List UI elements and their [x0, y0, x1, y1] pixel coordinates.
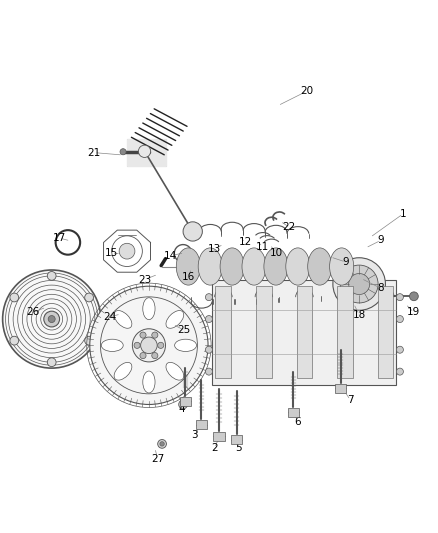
Ellipse shape [242, 248, 266, 285]
Ellipse shape [175, 339, 197, 351]
Ellipse shape [176, 248, 200, 285]
Bar [378, 286, 393, 378]
Text: 6: 6 [294, 417, 301, 427]
Circle shape [396, 294, 403, 301]
Circle shape [10, 293, 19, 302]
Ellipse shape [101, 339, 123, 351]
Text: 12: 12 [239, 237, 252, 247]
Text: 3: 3 [191, 430, 198, 440]
Ellipse shape [166, 311, 184, 328]
Circle shape [134, 342, 140, 349]
Bar [180, 397, 191, 406]
Text: 18: 18 [353, 310, 366, 320]
Text: 1: 1 [399, 209, 406, 219]
Circle shape [152, 332, 158, 338]
Circle shape [47, 271, 56, 280]
Circle shape [205, 294, 212, 301]
Circle shape [349, 273, 370, 295]
Circle shape [396, 368, 403, 375]
Ellipse shape [286, 248, 310, 285]
Ellipse shape [114, 311, 132, 328]
Text: 20: 20 [300, 86, 313, 96]
Circle shape [3, 270, 101, 368]
Ellipse shape [114, 362, 132, 380]
Circle shape [120, 149, 126, 155]
Circle shape [205, 368, 212, 375]
Text: 16: 16 [182, 272, 195, 282]
Ellipse shape [307, 248, 332, 285]
Circle shape [138, 145, 151, 157]
Text: 27: 27 [151, 454, 164, 464]
Circle shape [158, 342, 164, 349]
Text: 2: 2 [211, 443, 218, 453]
Circle shape [205, 346, 212, 353]
Circle shape [160, 442, 164, 446]
Circle shape [396, 316, 403, 322]
Text: 5: 5 [235, 443, 242, 453]
Circle shape [333, 258, 385, 310]
Circle shape [85, 293, 93, 302]
Text: 10: 10 [269, 248, 283, 259]
Circle shape [141, 337, 157, 353]
Text: 9: 9 [378, 235, 385, 245]
Circle shape [183, 222, 202, 241]
FancyBboxPatch shape [212, 280, 396, 385]
Bar [215, 286, 231, 378]
Text: 9: 9 [343, 257, 350, 267]
Ellipse shape [198, 248, 222, 285]
Circle shape [410, 292, 418, 301]
Circle shape [85, 336, 93, 345]
Text: 15: 15 [105, 248, 118, 259]
Text: 24: 24 [103, 312, 116, 322]
Text: 23: 23 [138, 274, 151, 285]
Circle shape [90, 286, 208, 405]
Text: 14: 14 [164, 251, 177, 261]
Text: 19: 19 [407, 308, 420, 318]
Circle shape [132, 329, 166, 362]
Text: 4: 4 [178, 404, 185, 414]
Ellipse shape [264, 248, 288, 285]
Bar [288, 408, 299, 417]
Ellipse shape [220, 248, 244, 285]
Text: 22: 22 [283, 222, 296, 232]
Bar [337, 286, 353, 378]
Text: 25: 25 [177, 325, 191, 335]
Bar [256, 286, 272, 378]
Circle shape [152, 352, 158, 359]
Text: 11: 11 [256, 242, 269, 252]
Circle shape [158, 440, 166, 448]
Text: 8: 8 [378, 284, 385, 293]
Circle shape [205, 316, 212, 322]
Circle shape [179, 400, 187, 409]
Text: 7: 7 [347, 395, 354, 405]
Ellipse shape [166, 362, 184, 380]
Circle shape [47, 358, 56, 367]
Polygon shape [127, 140, 166, 166]
Circle shape [48, 316, 55, 322]
Ellipse shape [143, 298, 155, 320]
Circle shape [396, 346, 403, 353]
Circle shape [44, 311, 60, 327]
Circle shape [140, 352, 146, 359]
Ellipse shape [329, 248, 354, 285]
Circle shape [181, 402, 185, 407]
Text: 17: 17 [53, 233, 66, 243]
Circle shape [340, 265, 378, 303]
Text: 26: 26 [26, 308, 39, 318]
Ellipse shape [143, 371, 155, 393]
Bar [213, 432, 225, 441]
Circle shape [140, 332, 146, 338]
Bar [335, 384, 346, 393]
Text: 13: 13 [208, 244, 221, 254]
Bar [297, 286, 312, 378]
Bar [196, 420, 207, 429]
Bar [231, 435, 242, 444]
Text: 21: 21 [88, 148, 101, 158]
Circle shape [119, 243, 135, 259]
Circle shape [10, 336, 19, 345]
